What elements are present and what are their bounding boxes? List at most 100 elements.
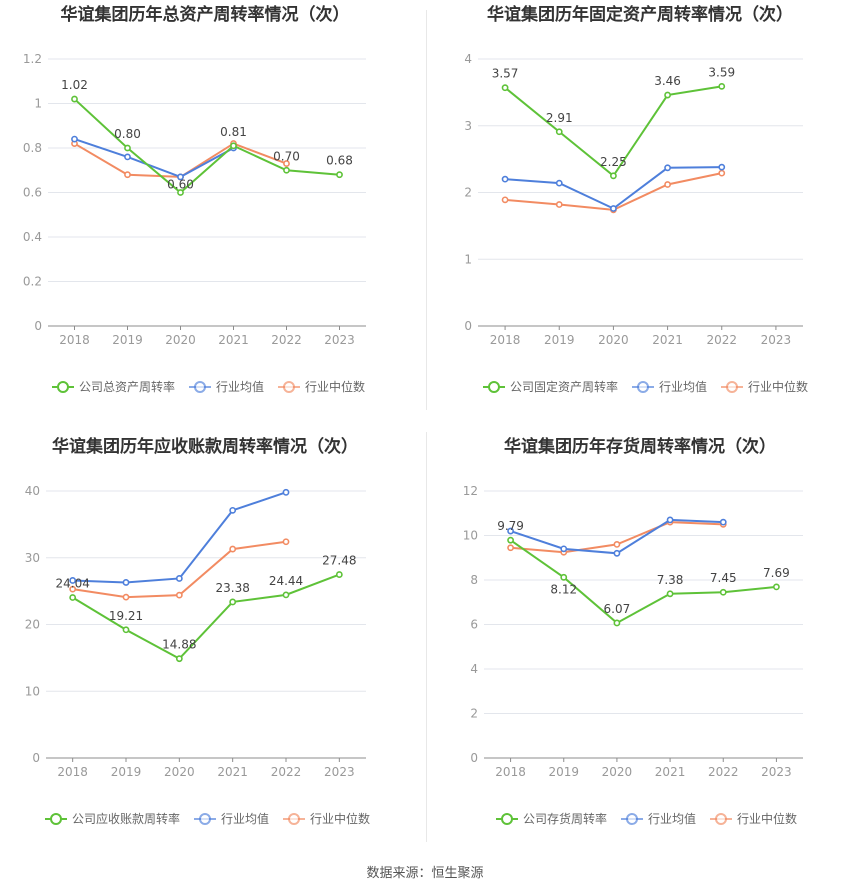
data-point [501, 175, 509, 183]
data-point [122, 626, 130, 634]
data-point [773, 583, 780, 591]
data-point [666, 516, 674, 524]
y-tick-label: 0.6 [23, 186, 42, 200]
legend-swatch-marker [194, 381, 206, 393]
data-label: 6.07 [604, 602, 631, 616]
data-label: 9.79 [497, 519, 524, 533]
legend-item: 行业均值 [189, 379, 264, 394]
data-point [177, 173, 184, 181]
data-label: 8.12 [550, 582, 577, 596]
y-tick-label: 1 [34, 97, 42, 111]
data-label: 27.48 [322, 554, 356, 568]
series-line-industry-avg [72, 491, 287, 584]
x-tick-label: 2021 [655, 765, 686, 779]
data-point [555, 128, 563, 136]
data-point [229, 545, 237, 553]
data-label: 24.44 [269, 574, 303, 588]
x-tick-label: 2023 [761, 333, 792, 347]
legend-item: 行业中位数 [283, 811, 370, 826]
legend-label: 公司存货周转率 [523, 811, 607, 826]
data-label: 1.02 [61, 78, 88, 92]
data-point [560, 573, 568, 581]
legend-label: 行业均值 [216, 379, 264, 394]
legend-swatch-marker [626, 813, 638, 825]
data-label: 7.38 [657, 573, 684, 587]
data-source: 数据来源：恒生聚源 [366, 866, 484, 881]
legend-label: 行业中位数 [748, 379, 808, 394]
data-point [175, 575, 183, 582]
y-tick-label: 3 [464, 119, 472, 133]
data-point [124, 153, 131, 161]
data-point [229, 506, 237, 514]
data-point [69, 594, 77, 601]
data-point [718, 163, 726, 171]
y-tick-label: 4 [464, 52, 472, 66]
y-tick-label: 10 [25, 684, 40, 698]
legend-label: 行业中位数 [737, 811, 797, 826]
legend-swatch-marker [726, 381, 738, 393]
data-point [613, 541, 621, 548]
x-tick-label: 2020 [602, 765, 633, 779]
x-tick-label: 2018 [490, 333, 521, 347]
data-label: 0.70 [273, 149, 300, 163]
data-point [560, 545, 568, 553]
data-point [175, 591, 183, 599]
data-point [613, 549, 621, 557]
y-tick-label: 0.4 [23, 230, 42, 244]
x-tick-label: 2022 [708, 765, 739, 779]
y-tick-label: 0.8 [23, 141, 42, 155]
data-point [230, 142, 237, 150]
legend-swatch-marker [288, 813, 300, 825]
legend-item: 行业中位数 [721, 379, 808, 394]
data-point [69, 577, 77, 584]
data-point [501, 196, 509, 204]
legend-item: 公司固定资产周转率 [483, 379, 618, 394]
data-point [507, 527, 514, 535]
legend-swatch-marker [57, 381, 69, 393]
data-point [718, 169, 726, 177]
series-line-industry-median [73, 142, 287, 178]
legend-label: 行业均值 [659, 379, 707, 394]
x-tick-label: 2019 [112, 333, 143, 347]
legend-label: 行业均值 [648, 811, 696, 826]
legend-label: 行业中位数 [305, 379, 365, 394]
data-point [282, 591, 290, 599]
legend-swatch-marker [50, 813, 62, 825]
x-tick-label: 2023 [324, 333, 355, 347]
data-point [124, 144, 131, 152]
x-tick-label: 2018 [59, 333, 90, 347]
data-label: 7.69 [763, 566, 790, 580]
data-label: 19.21 [109, 609, 143, 623]
y-tick-label: 4 [470, 662, 478, 676]
data-point [610, 205, 617, 212]
data-point [69, 585, 77, 593]
y-tick-label: 0.2 [23, 275, 42, 289]
legend-swatch-marker [637, 381, 649, 393]
data-point [177, 189, 184, 196]
data-point [122, 593, 130, 601]
data-label: 3.59 [708, 65, 735, 79]
data-point [507, 536, 514, 544]
data-label: 24.04 [55, 577, 89, 591]
legend-label: 公司固定资产周转率 [510, 379, 618, 394]
y-tick-label: 6 [470, 618, 478, 632]
legend-swatch-marker [283, 381, 295, 393]
data-point [175, 655, 183, 663]
data-point [229, 598, 237, 606]
chart-panel-3: 华谊集团历年应收账款周转率情况（次） 0 10 20 30 40 2018 2019 2020 2… [25, 436, 370, 826]
data-point [336, 171, 343, 179]
chart-panel-2: 华谊集团历年固定资产周转率情况（次） 0 1 2 3 4 2018 2019 2020 2021 2… [464, 4, 808, 394]
data-point [719, 518, 727, 526]
x-tick-label: 2023 [324, 765, 355, 779]
data-point [282, 538, 290, 546]
series-line-industry-avg [74, 138, 234, 179]
data-label: 2.91 [546, 111, 573, 125]
y-tick-label: 0 [34, 319, 42, 333]
x-tick-label: 2021 [652, 333, 683, 347]
data-label: 0.81 [220, 125, 247, 139]
x-tick-label: 2023 [761, 765, 792, 779]
y-tick-label: 12 [463, 484, 478, 498]
x-tick-label: 2021 [217, 765, 248, 779]
legend-swatch-marker [488, 381, 500, 393]
